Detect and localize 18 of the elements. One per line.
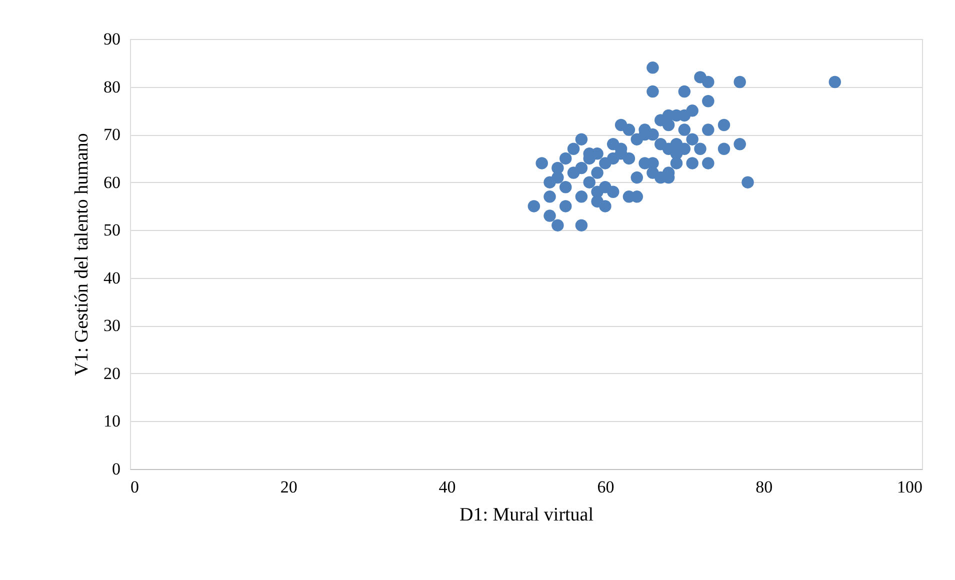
y-tick-label: 20	[104, 364, 120, 383]
x-tick-label: 0	[130, 478, 139, 496]
x-tick-label: 100	[897, 478, 922, 496]
y-tick-label: 60	[104, 172, 120, 192]
y-tick-label: 80	[104, 77, 120, 96]
x-axis-title: D1: Mural virtual	[459, 504, 594, 526]
y-tick-label: 40	[104, 268, 120, 288]
x-tick-label: 60	[597, 478, 614, 496]
y-tick-label: 0	[112, 460, 120, 478]
x-tick-label: 40	[438, 478, 456, 496]
x-tick-label: 80	[756, 478, 773, 496]
y-tick-label: 90	[104, 30, 120, 48]
y-tick-label: 70	[104, 125, 120, 144]
y-tick-label: 10	[104, 412, 120, 431]
x-tick-label: 20	[280, 478, 298, 496]
y-axis-title: V1: Gestión del talento humano	[72, 133, 92, 376]
y-tick-label: 30	[104, 316, 120, 336]
y-tick-label: 50	[104, 220, 120, 240]
